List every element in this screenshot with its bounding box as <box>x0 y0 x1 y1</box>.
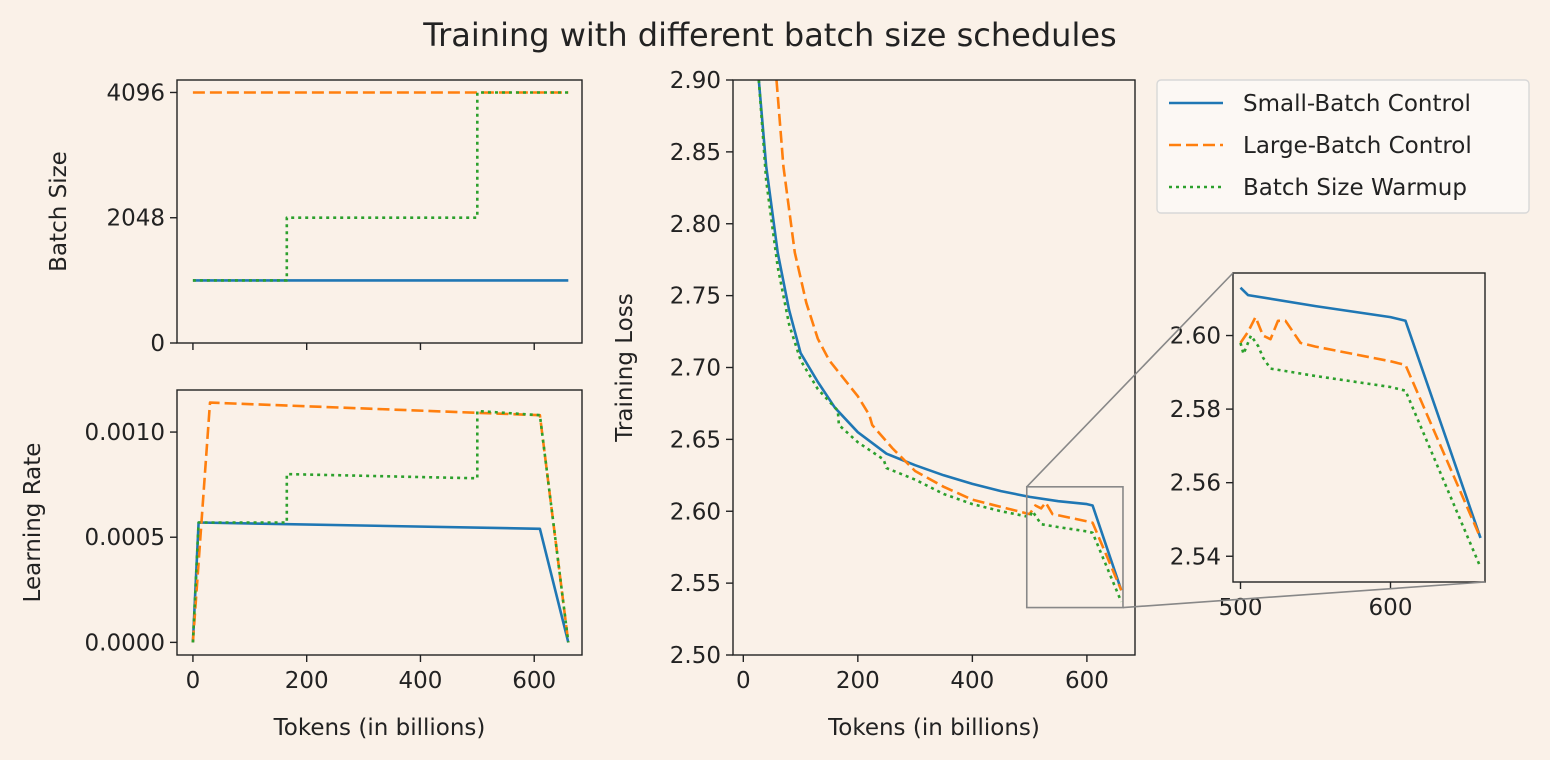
x-tick-label: 400 <box>399 668 443 694</box>
legend-label-batch-size-warmup: Batch Size Warmup <box>1243 175 1467 201</box>
axes-frame <box>176 79 583 344</box>
y-tick-label: 0.0005 <box>85 525 165 551</box>
chart-training-loss: 2.50 2.55 2.60 2.65 2.70 2.75 2.80 2.85 2.90 0 200… <box>612 68 1136 741</box>
series-small-batch-control <box>1239 286 1482 539</box>
y-tick-label: 2.80 <box>670 212 721 238</box>
x-tick-label: 600 <box>512 668 556 694</box>
series-large-batch-control <box>191 401 570 643</box>
series-large-batch-control <box>775 80 1123 591</box>
legend-label-large-batch-control: Large-Batch Control <box>1243 133 1472 159</box>
series-small-batch-control <box>757 80 1123 591</box>
y-tick-label: 0.0000 <box>85 630 165 656</box>
zoom-connector-top <box>1026 272 1234 488</box>
y-tick-label: 0.0010 <box>85 420 165 446</box>
figure-title: Training with different batch size sched… <box>422 16 1116 54</box>
zoom-region-box <box>1025 486 1124 609</box>
axes-frame <box>176 389 583 656</box>
y-tick-label: 2.70 <box>670 356 721 382</box>
y-tick-label: 2.85 <box>670 140 721 166</box>
y-tick-label: 2.56 <box>1170 471 1221 497</box>
y-tick-label: 2.58 <box>1170 397 1221 423</box>
series-small-batch-control <box>191 521 570 643</box>
x-tick-label: 400 <box>950 668 994 694</box>
x-axis-label: Tokens (in billions) <box>827 715 1040 741</box>
axes-frame <box>732 79 1136 656</box>
y-tick-label: 2.75 <box>670 284 721 310</box>
x-tick-label: 200 <box>285 668 329 694</box>
y-tick-label: 2.60 <box>1170 324 1221 350</box>
series-group <box>192 91 569 282</box>
y-tick-label: 2.65 <box>670 427 721 453</box>
y-axis-label: Training Loss <box>612 293 638 443</box>
x-tick-label: 200 <box>836 668 880 694</box>
x-axis-label: Tokens (in billions) <box>273 715 486 741</box>
series-group <box>191 401 570 643</box>
series-group <box>757 80 1123 603</box>
series-large-batch-control <box>1239 315 1482 539</box>
axes-frame <box>1232 272 1486 583</box>
x-tick-label: 0 <box>736 668 751 694</box>
chart-batch-size: 0 2048 4096 Batch Size <box>46 79 583 357</box>
series-group <box>1239 286 1482 568</box>
x-tick-label: 600 <box>1065 668 1109 694</box>
series-batch-size-warmup <box>192 91 569 282</box>
y-tick-label: 2.50 <box>670 643 721 669</box>
y-tick-label: 4096 <box>106 80 165 106</box>
legend-box <box>1156 79 1530 214</box>
series-batch-size-warmup <box>191 409 570 643</box>
series-batch-size-warmup <box>757 80 1123 603</box>
chart-learning-rate: 0.0000 0.0005 0.0010 0 200 400 600 Learning Rat… <box>20 389 583 741</box>
y-tick-label: 2.90 <box>670 68 721 94</box>
zoom-connector-bottom <box>1122 581 1486 609</box>
y-tick-label: 2.60 <box>670 499 721 525</box>
y-axis-label: Learning Rate <box>20 443 46 603</box>
legend-label-small-batch-control: Small-Batch Control <box>1243 91 1471 117</box>
x-tick-label: 600 <box>1369 595 1413 621</box>
legend: Small-Batch Control Large-Batch Control Ba… <box>1156 79 1530 214</box>
charts-layer: 0 2048 4096 Batch Size 0.0000 0.0005 0.0010 0 20… <box>20 68 1486 741</box>
y-axis-label: Batch Size <box>46 151 72 272</box>
y-tick-label: 0 <box>150 331 165 357</box>
y-tick-label: 2.55 <box>670 571 721 597</box>
y-tick-label: 2048 <box>106 206 165 232</box>
y-tick-label: 2.54 <box>1170 544 1221 570</box>
x-tick-label: 0 <box>186 668 201 694</box>
series-batch-size-warmup <box>1239 334 1482 568</box>
zoom-connectors <box>1025 272 1486 609</box>
